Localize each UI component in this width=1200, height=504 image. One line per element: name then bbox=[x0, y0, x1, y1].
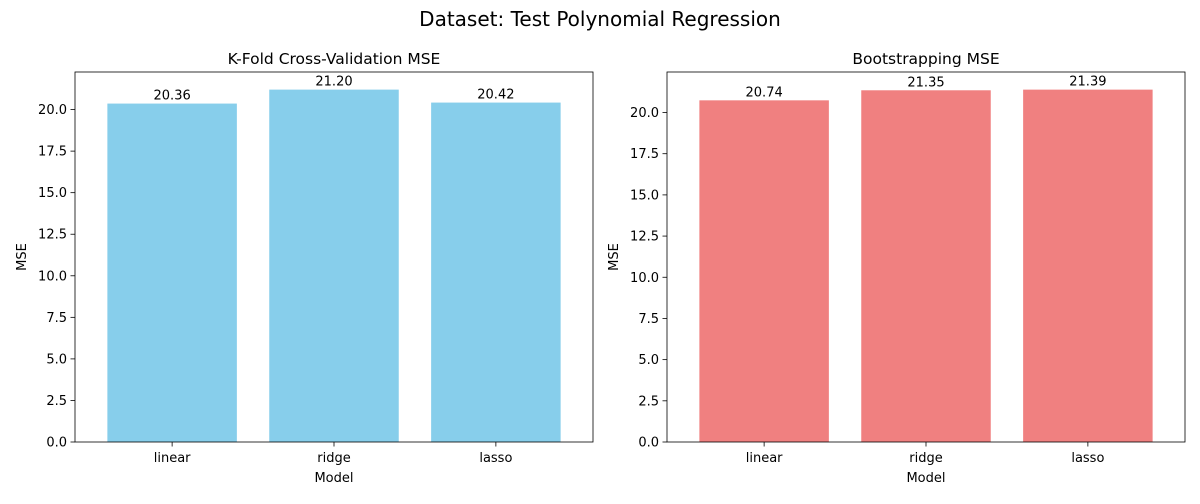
y-tick-label: 12.5 bbox=[630, 230, 659, 245]
x-axis-label: Model bbox=[314, 471, 353, 486]
y-tick-label: 2.5 bbox=[46, 394, 67, 409]
y-tick-label: 10.0 bbox=[38, 269, 67, 284]
axes-frame bbox=[666, 71, 1186, 443]
y-tick-label: 20.0 bbox=[630, 106, 659, 121]
bar-lasso bbox=[431, 102, 561, 442]
y-tick-label: 5.0 bbox=[638, 353, 659, 368]
y-axis-label: MSE bbox=[607, 243, 622, 271]
bar-value-label: 20.42 bbox=[477, 88, 514, 103]
x-tick-label: linear bbox=[746, 451, 783, 466]
chart-bootstrap: 20.74 linear 21.35 ridge 21.39 lasso 0.0 2.5 5.0… bbox=[607, 50, 1186, 486]
bar-value-label: 21.35 bbox=[907, 75, 944, 90]
y-tick-label: 7.5 bbox=[638, 312, 659, 327]
y-tick-label: 7.5 bbox=[46, 311, 67, 326]
chart-title: K-Fold Cross-Validation MSE bbox=[228, 50, 441, 68]
y-tick-label: 15.0 bbox=[630, 188, 659, 203]
bar-linear bbox=[699, 100, 829, 443]
bar-value-label: 21.20 bbox=[315, 75, 352, 90]
chart-title: Bootstrapping MSE bbox=[852, 50, 999, 68]
chart-kfold: 20.36 linear 21.20 ridge 20.42 lasso 0.0 2.5 5.0… bbox=[15, 50, 594, 486]
y-tick-label: 2.5 bbox=[638, 394, 659, 409]
y-axis-label: MSE bbox=[15, 243, 30, 271]
bar-value-label: 21.39 bbox=[1069, 75, 1106, 90]
x-tick-label: lasso bbox=[479, 451, 512, 466]
bar-linear bbox=[107, 103, 237, 443]
bar-value-label: 20.36 bbox=[154, 89, 191, 104]
x-tick-label: linear bbox=[154, 451, 191, 466]
y-tick-label: 0.0 bbox=[46, 436, 67, 451]
y-tick-label: 12.5 bbox=[38, 228, 67, 243]
bar-lasso bbox=[1023, 89, 1153, 442]
x-tick-label: lasso bbox=[1071, 451, 1104, 466]
figure-suptitle: Dataset: Test Polynomial Regression bbox=[419, 7, 781, 31]
axes-frame bbox=[74, 71, 594, 443]
y-tick-label: 20.0 bbox=[38, 103, 67, 118]
y-tick-label: 5.0 bbox=[46, 352, 67, 367]
x-tick-label: ridge bbox=[909, 451, 942, 466]
y-tick-label: 17.5 bbox=[38, 145, 67, 160]
y-tick-label: 10.0 bbox=[630, 271, 659, 286]
bar-ridge bbox=[269, 89, 399, 442]
bar-value-label: 20.74 bbox=[746, 85, 783, 100]
x-tick-label: ridge bbox=[317, 451, 350, 466]
y-tick-label: 15.0 bbox=[38, 186, 67, 201]
y-tick-label: 17.5 bbox=[630, 147, 659, 162]
bar-ridge bbox=[861, 90, 991, 443]
x-axis-label: Model bbox=[906, 471, 945, 486]
y-tick-label: 0.0 bbox=[638, 436, 659, 451]
